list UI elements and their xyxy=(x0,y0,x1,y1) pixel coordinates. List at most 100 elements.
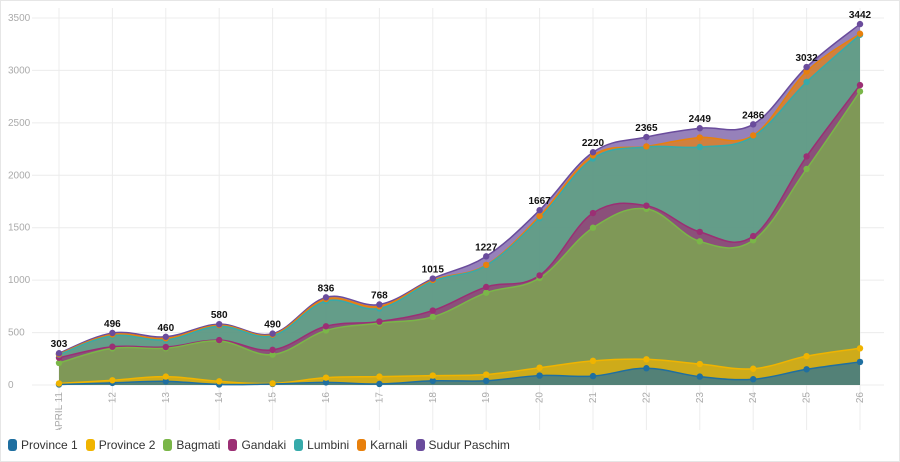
legend-label: Sudur Paschim xyxy=(428,438,510,452)
point-province-2 xyxy=(750,365,757,372)
legend-item-province-1[interactable]: Province 1 xyxy=(8,438,78,452)
point-bagmati xyxy=(696,238,703,245)
y-tick-label: 1000 xyxy=(8,275,31,286)
point-province-2 xyxy=(643,356,650,363)
point-lumbini xyxy=(696,143,703,151)
point-gandaki xyxy=(269,346,276,354)
legend-label: Lumbini xyxy=(307,438,350,452)
point-karnali xyxy=(803,68,810,75)
total-label: 496 xyxy=(104,319,121,330)
point-karnali xyxy=(536,212,543,220)
point-sudur-paschim xyxy=(162,333,169,340)
point-province-1 xyxy=(429,377,436,385)
series-areas xyxy=(58,23,861,386)
legend-swatch xyxy=(415,439,425,451)
point-province-2 xyxy=(589,357,597,365)
total-label: 768 xyxy=(371,290,388,301)
total-label: 303 xyxy=(51,339,68,350)
point-bagmati xyxy=(856,88,864,95)
x-tick-label: 25 xyxy=(802,392,813,404)
total-label: 2486 xyxy=(742,110,765,121)
point-lumbini xyxy=(803,78,810,86)
point-sudur-paschim xyxy=(216,320,223,328)
legend-swatch xyxy=(85,439,95,451)
point-sudur-paschim xyxy=(322,294,330,301)
legend-item-karnali[interactable]: Karnali xyxy=(357,438,408,452)
point-gandaki xyxy=(162,343,169,351)
point-bagmati xyxy=(803,165,810,173)
point-sudur-paschim xyxy=(269,330,276,337)
legend-item-bagmati[interactable]: Bagmati xyxy=(163,438,220,452)
legend-swatch xyxy=(357,439,367,451)
x-tick-label: 24 xyxy=(748,392,759,404)
point-gandaki xyxy=(536,272,543,279)
x-tick-label: 23 xyxy=(695,392,706,404)
total-label: 580 xyxy=(211,310,228,321)
point-sudur-paschim xyxy=(803,63,810,71)
total-label: 3032 xyxy=(795,53,818,64)
x-tick-label: 21 xyxy=(588,392,599,404)
point-province-1 xyxy=(376,380,383,388)
legend-label: Province 2 xyxy=(98,438,156,452)
point-sudur-paschim xyxy=(376,301,383,308)
legend-item-province-2[interactable]: Province 2 xyxy=(85,438,156,452)
y-tick-label: 3500 xyxy=(8,13,31,24)
legend-swatch xyxy=(8,439,17,451)
total-label: 3442 xyxy=(849,10,872,21)
point-province-2 xyxy=(109,377,116,384)
point-province-2 xyxy=(803,352,810,360)
point-gandaki xyxy=(429,307,436,314)
line-province-1 xyxy=(58,361,861,386)
area-bagmati xyxy=(59,91,860,386)
x-tick-label: 12 xyxy=(107,392,118,404)
point-gandaki xyxy=(589,209,597,217)
point-karnali xyxy=(750,132,757,139)
total-label: 1667 xyxy=(528,196,551,207)
total-label: 2449 xyxy=(689,114,712,125)
point-province-1 xyxy=(589,372,597,380)
point-gandaki xyxy=(376,318,383,325)
point-karnali xyxy=(643,143,650,150)
point-province-2 xyxy=(536,364,543,371)
point-bagmati xyxy=(483,289,490,296)
point-gandaki xyxy=(109,343,116,350)
point-province-1 xyxy=(803,366,810,373)
area-province-1 xyxy=(59,361,860,385)
point-sudur-paschim xyxy=(643,133,650,141)
point-karnali xyxy=(696,134,703,141)
legend-item-lumbini[interactable]: Lumbini xyxy=(294,438,349,452)
total-label: 1015 xyxy=(422,265,445,276)
legend-item-gandaki[interactable]: Gandaki xyxy=(228,438,286,452)
point-province-2 xyxy=(696,360,703,368)
point-sudur-paschim xyxy=(55,350,63,357)
legend-label: Province 1 xyxy=(21,438,78,452)
point-gandaki xyxy=(803,153,810,160)
point-province-1 xyxy=(536,372,543,379)
total-labels: 303 496 460 580 490 836 768 1015 1227 1667 2220 236… xyxy=(51,10,872,350)
point-province-2 xyxy=(216,378,223,385)
point-province-2 xyxy=(162,373,169,380)
point-province-1 xyxy=(483,377,490,385)
legend-swatch xyxy=(228,439,238,451)
line-gandaki xyxy=(58,84,861,359)
point-province-2 xyxy=(55,380,63,387)
y-tick-label: 500 xyxy=(8,328,25,339)
point-karnali xyxy=(856,30,864,37)
x-tick-label: 17 xyxy=(374,392,385,404)
point-province-1 xyxy=(162,378,169,385)
x-tick-label: 26 xyxy=(855,392,866,404)
x-tick-label: 20 xyxy=(535,392,546,404)
stacked-area-chart: 0 500 1000 1500 2000 2500 3000 3500 APRIL 11 12 1… xyxy=(8,8,884,430)
point-sudur-paschim xyxy=(483,253,490,260)
legend-item-sudur-paschim[interactable]: Sudur Paschim xyxy=(415,438,510,452)
x-tick-label: 14 xyxy=(214,392,225,404)
point-gandaki xyxy=(216,336,223,344)
point-sudur-paschim xyxy=(856,20,864,28)
x-tick-label: 19 xyxy=(481,392,492,404)
legend: Province 1 Province 2 Bagmati Gandaki Lumbin… xyxy=(8,438,510,452)
x-tick-label: 13 xyxy=(161,392,172,404)
point-province-1 xyxy=(643,365,650,372)
point-province-2 xyxy=(376,373,383,380)
point-province-1 xyxy=(322,379,330,386)
total-label: 1227 xyxy=(475,242,498,253)
